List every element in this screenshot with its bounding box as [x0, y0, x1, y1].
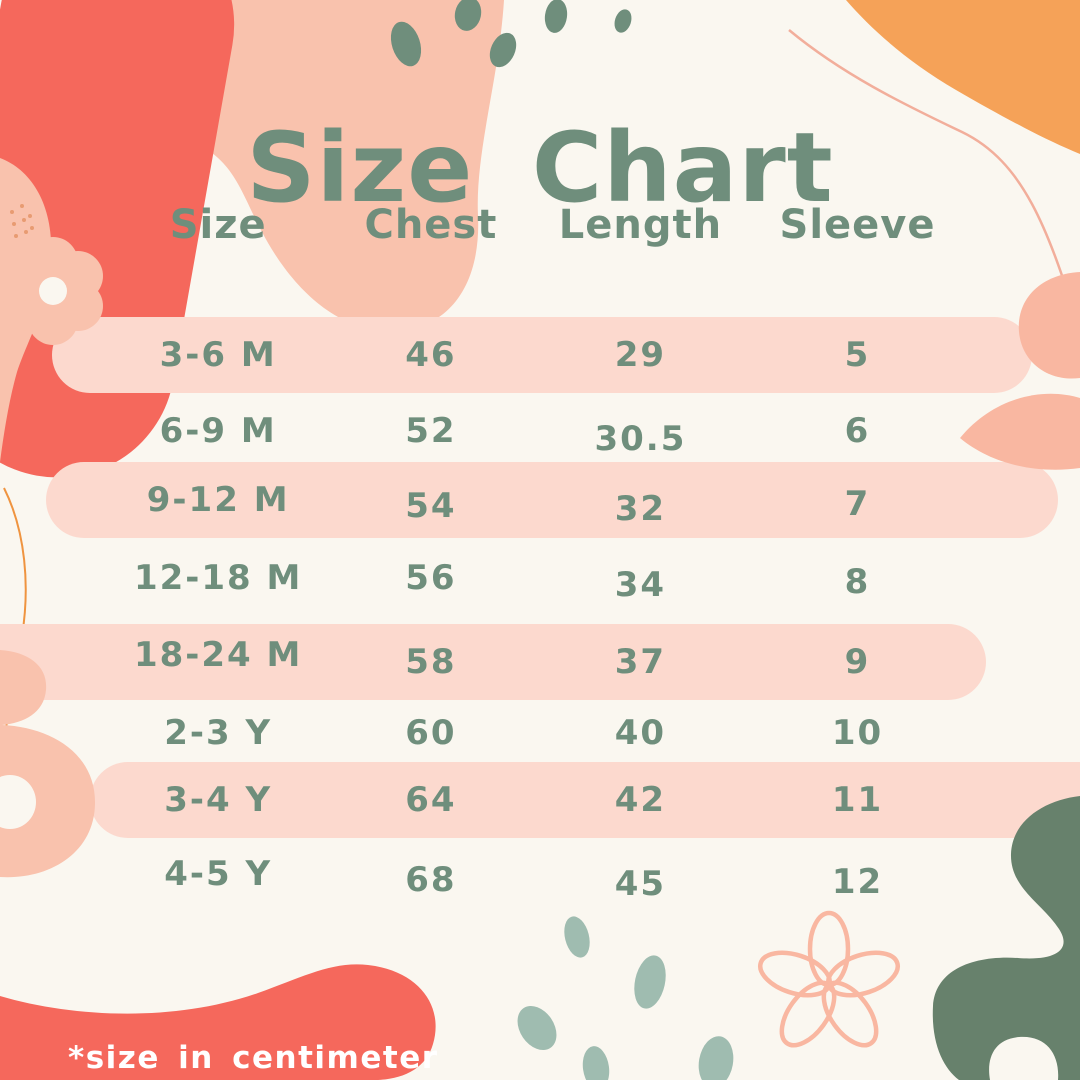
cell-sleeve: 10: [831, 713, 884, 753]
column-header-length: Length: [558, 202, 723, 248]
cell-size: 12-18 M: [133, 558, 303, 598]
table-row: 18-24 M 58 37 9: [0, 624, 1080, 700]
cell-chest: 56: [405, 558, 457, 598]
cell-chest: 58: [405, 642, 457, 682]
cell-sleeve: 8: [844, 562, 871, 602]
column-header-chest: Chest: [364, 202, 498, 248]
cell-sleeve: 11: [831, 780, 884, 820]
cell-length: 32: [614, 489, 667, 529]
cell-length: 29: [614, 335, 667, 375]
cell-chest: 46: [405, 335, 457, 375]
table-row: 3-6 M 46 29 5: [0, 317, 1080, 393]
cell-chest: 64: [405, 780, 457, 820]
column-header-sleeve: Sleeve: [779, 202, 936, 248]
footnote: *size in centimeter: [68, 1040, 439, 1076]
cell-sleeve: 5: [844, 335, 871, 375]
cell-length: 30.5: [594, 419, 687, 459]
cell-size: 2-3 Y: [164, 713, 273, 753]
column-header-size: Size: [169, 202, 267, 248]
cell-length: 37: [614, 642, 667, 682]
cell-sleeve: 7: [844, 484, 871, 524]
cell-chest: 52: [405, 411, 457, 451]
cell-size: 4-5 Y: [164, 854, 273, 894]
cell-length: 40: [614, 713, 667, 753]
cell-size: 18-24 M: [133, 635, 303, 675]
cell-chest: 54: [405, 486, 457, 526]
cell-sleeve: 12: [831, 862, 884, 902]
row-band: [0, 624, 986, 700]
cell-chest: 68: [405, 860, 457, 900]
cell-chest: 60: [405, 713, 457, 753]
cell-length: 45: [614, 864, 667, 904]
cell-sleeve: 9: [844, 642, 871, 682]
cell-length: 34: [614, 565, 667, 605]
cell-size: 3-4 Y: [164, 780, 273, 820]
table-row: 2-3 Y 60 40 10: [0, 695, 1080, 771]
cell-size: 6-9 M: [159, 411, 277, 451]
row-band: [90, 762, 1080, 838]
cell-size: 3-6 M: [159, 335, 277, 375]
table-row: 4-5 Y 68 45 12: [0, 836, 1080, 912]
cell-sleeve: 6: [844, 411, 871, 451]
cell-size: 9-12 M: [146, 480, 290, 520]
table-row: 3-4 Y 64 42 11: [0, 762, 1080, 838]
cell-length: 42: [614, 780, 667, 820]
table-row: 6-9 M 52 30.5 6: [0, 393, 1080, 469]
table-row: 12-18 M 56 34 8: [0, 540, 1080, 616]
table-row: 9-12 M 54 32 7: [0, 462, 1080, 538]
table-header-row: Size Chest Length Sleeve: [0, 202, 1080, 252]
